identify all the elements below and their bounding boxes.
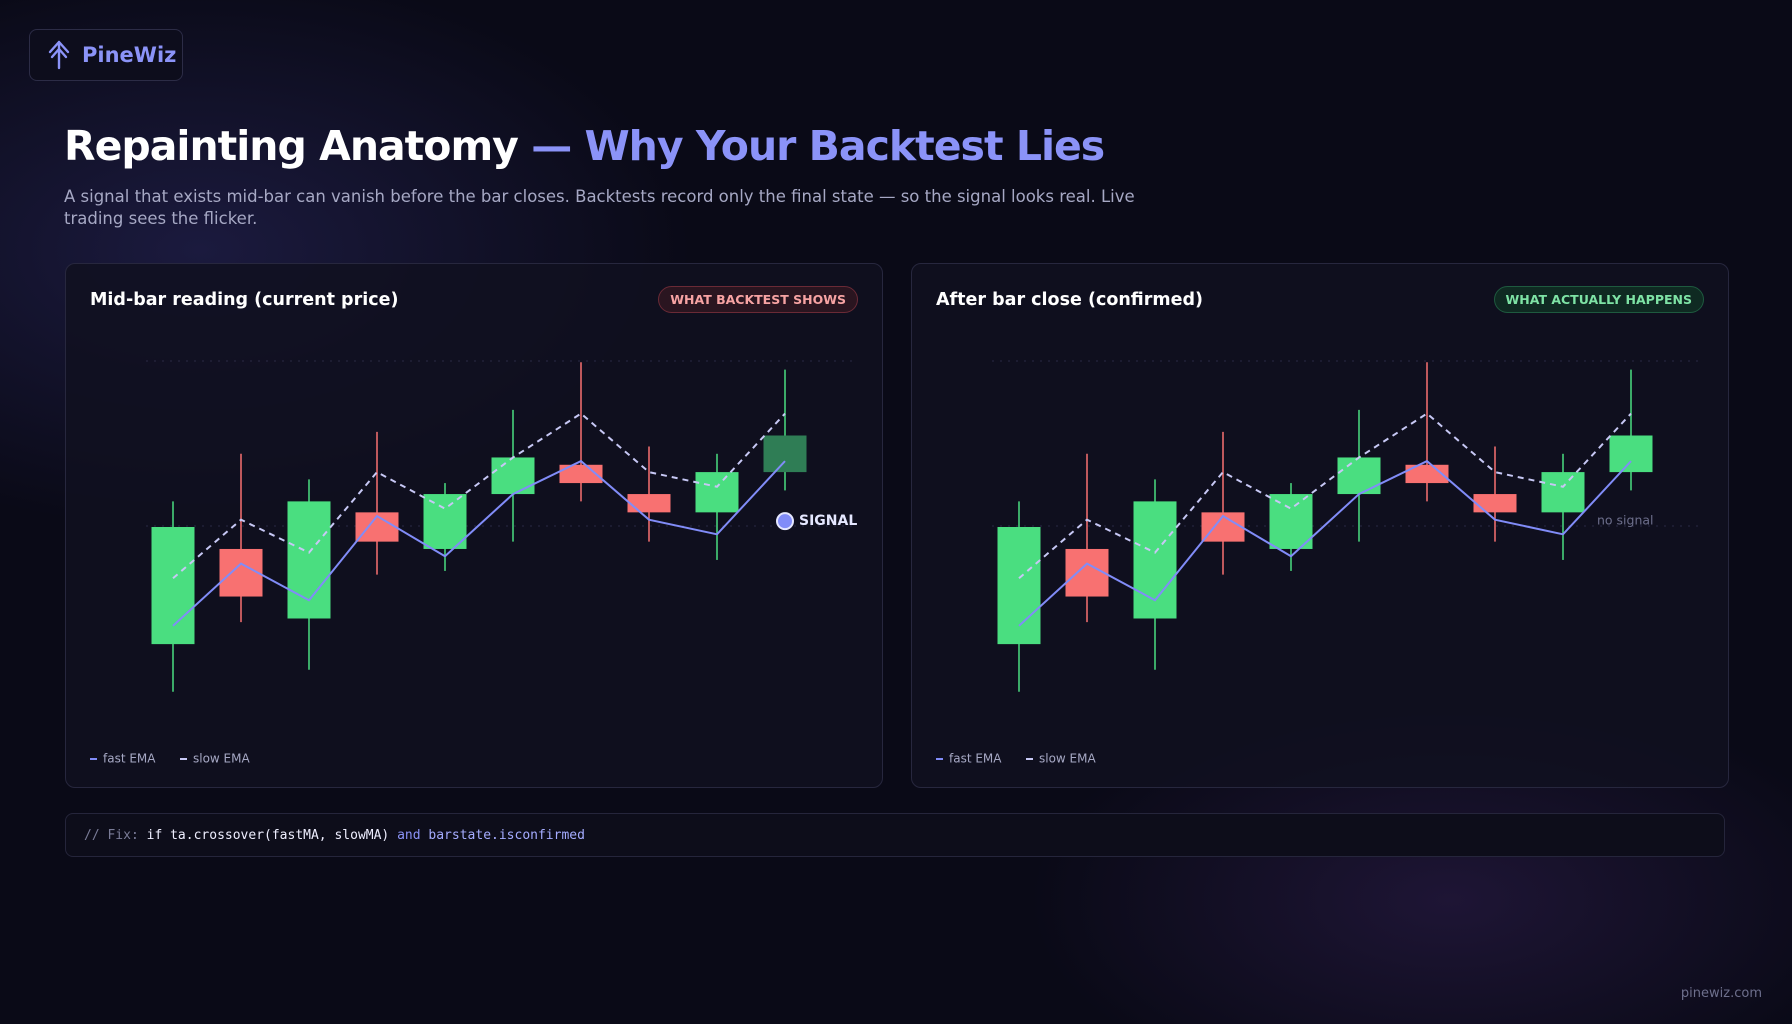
- code-expr: if ta.crossover(fastMA, slowMA): [146, 828, 390, 843]
- title-accent: — Why Your Backtest Lies: [531, 122, 1105, 170]
- footer: pinewiz.com: [1680, 986, 1762, 1001]
- legend-label: fast EMA: [103, 752, 156, 766]
- title: Repainting Anatomy — Why Your Backtest L…: [64, 122, 1105, 170]
- candle-body: [763, 435, 807, 473]
- panel-title: Mid-bar reading (current price): [90, 290, 399, 310]
- candle-body: [1473, 494, 1517, 513]
- candle-body: [1609, 435, 1653, 473]
- chart: fast EMA slow EMA no signal: [936, 360, 1702, 766]
- badge: WHAT BACKTEST SHOWS: [658, 286, 858, 313]
- legend-label: slow EMA: [1039, 752, 1096, 766]
- code-keyword: and: [397, 828, 421, 843]
- candle-body: [151, 527, 195, 645]
- badge: WHAT ACTUALLY HAPPENS: [1493, 286, 1704, 313]
- subtitle: A signal that exists mid-bar can vanish …: [64, 187, 1135, 228]
- code-box: // Fix: if ta.crossover(fastMA, slowMA) …: [65, 813, 1725, 857]
- signal-label: SIGNAL: [799, 513, 857, 529]
- ema-line: [172, 459, 786, 627]
- candle-body: [219, 548, 263, 597]
- legend-label: slow EMA: [193, 752, 250, 766]
- candle-body: [1269, 494, 1313, 549]
- title-main: Repainting Anatomy: [64, 122, 519, 170]
- code-comment: // Fix:: [84, 828, 139, 843]
- candle-body: [627, 494, 671, 513]
- chart: fast EMA slow EMA SIGNAL: [90, 360, 857, 766]
- candle-body: [1337, 457, 1381, 495]
- ema-line: [1018, 412, 1632, 579]
- candle-body: [1065, 548, 1109, 597]
- brand: PineWiz: [82, 43, 177, 67]
- panel-title: After bar close (confirmed): [936, 290, 1204, 310]
- panel: fast EMA slow EMA no signal After bar clos…: [911, 263, 1729, 788]
- ema-line: [172, 412, 786, 579]
- logo-icon: [48, 40, 70, 70]
- signal-marker: [776, 512, 794, 531]
- candle-body: [695, 472, 739, 513]
- logo[interactable]: PineWiz: [29, 29, 183, 81]
- legend-label: fast EMA: [949, 752, 1002, 766]
- candle-body: [491, 457, 535, 495]
- ema-line: [1018, 459, 1632, 627]
- candle-body: [423, 494, 467, 549]
- signal-label: no signal: [1597, 513, 1654, 528]
- candle-body: [997, 527, 1041, 645]
- code-tail: barstate.isconfirmed: [428, 828, 585, 843]
- candle-body: [1541, 472, 1585, 513]
- panel: fast EMA slow EMA SIGNAL Mid-bar reading (…: [65, 263, 883, 788]
